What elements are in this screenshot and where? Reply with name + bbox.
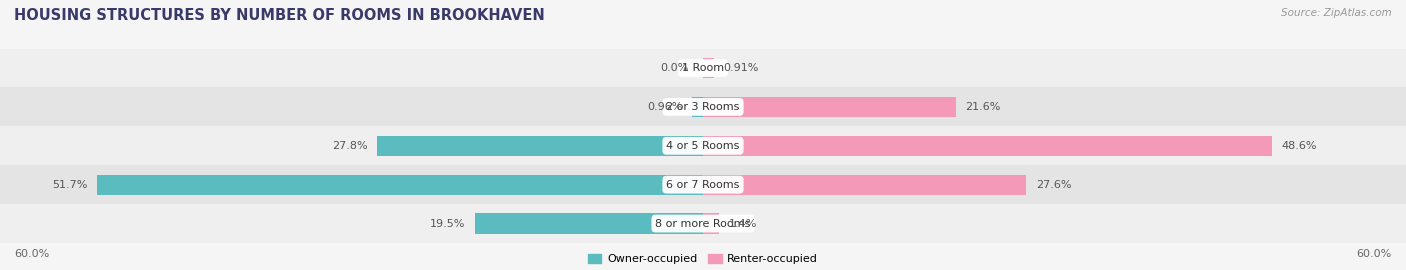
Bar <box>703 58 714 78</box>
Text: 0.91%: 0.91% <box>723 63 758 73</box>
Legend: Owner-occupied, Renter-occupied: Owner-occupied, Renter-occupied <box>588 254 818 264</box>
Bar <box>475 214 703 234</box>
Text: Source: ZipAtlas.com: Source: ZipAtlas.com <box>1281 8 1392 18</box>
Bar <box>97 175 703 195</box>
Bar <box>0 126 1406 165</box>
Text: 48.6%: 48.6% <box>1282 141 1317 151</box>
Bar <box>0 165 1406 204</box>
Text: 4 or 5 Rooms: 4 or 5 Rooms <box>666 141 740 151</box>
Text: 27.6%: 27.6% <box>1036 180 1071 190</box>
Bar <box>703 214 720 234</box>
Bar <box>703 136 1272 156</box>
Text: 19.5%: 19.5% <box>430 218 465 229</box>
Text: 1.4%: 1.4% <box>728 218 758 229</box>
Bar <box>0 49 1406 87</box>
Text: 2 or 3 Rooms: 2 or 3 Rooms <box>666 102 740 112</box>
Text: 0.0%: 0.0% <box>661 63 689 73</box>
Text: 51.7%: 51.7% <box>52 180 87 190</box>
Bar <box>0 204 1406 243</box>
Bar <box>703 175 1026 195</box>
Text: 8 or more Rooms: 8 or more Rooms <box>655 218 751 229</box>
Text: 27.8%: 27.8% <box>332 141 368 151</box>
Text: 0.96%: 0.96% <box>647 102 682 112</box>
Text: 60.0%: 60.0% <box>1357 249 1392 259</box>
Bar <box>703 97 956 117</box>
Bar <box>692 97 703 117</box>
Text: 60.0%: 60.0% <box>14 249 49 259</box>
Bar <box>0 87 1406 126</box>
Text: HOUSING STRUCTURES BY NUMBER OF ROOMS IN BROOKHAVEN: HOUSING STRUCTURES BY NUMBER OF ROOMS IN… <box>14 8 544 23</box>
Bar <box>377 136 703 156</box>
Text: 6 or 7 Rooms: 6 or 7 Rooms <box>666 180 740 190</box>
Text: 21.6%: 21.6% <box>966 102 1001 112</box>
Text: 1 Room: 1 Room <box>682 63 724 73</box>
